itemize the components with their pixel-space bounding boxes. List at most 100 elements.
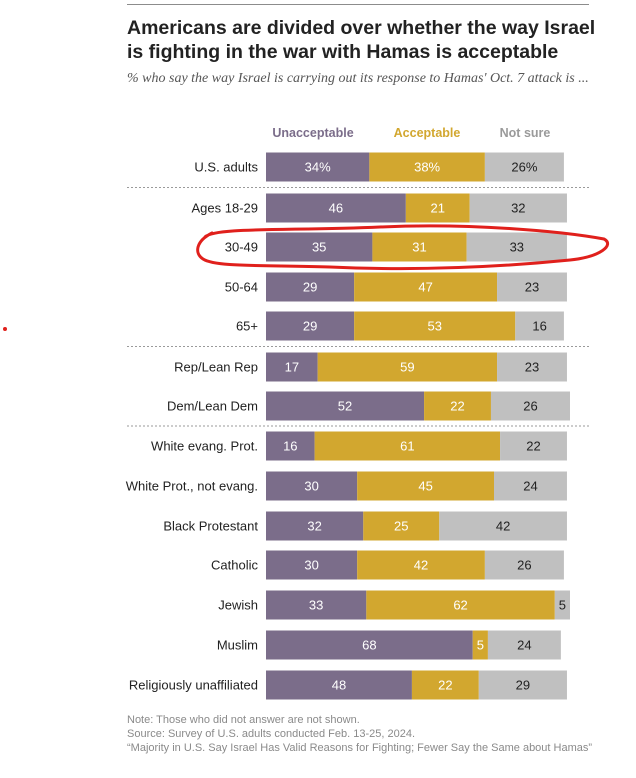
- footer-note: Note: Those who did not answer are not s…: [127, 714, 360, 726]
- bar-acceptable-u-s-adults: [369, 152, 485, 182]
- top-rule: [127, 4, 589, 5]
- legend-not-sure: Not sure: [500, 126, 551, 140]
- category-label-black-protestant: Black Protestant: [163, 519, 258, 534]
- data-label-unacceptable-jewish: 33: [309, 598, 323, 613]
- bar-acceptable-dem-lean-dem: [424, 391, 491, 421]
- bar-acceptable-white-evang-prot: [314, 431, 501, 461]
- bar-acceptable-muslim: [472, 630, 488, 660]
- data-label-unacceptable-religiously-unaffiliated: 48: [332, 678, 346, 693]
- category-label-30-49: 30-49: [225, 240, 258, 255]
- data-label-acceptable-dem-lean-dem: 22: [450, 399, 464, 414]
- data-label-acceptable-65: 53: [427, 319, 441, 334]
- bar-unacceptable-jewish: [266, 590, 367, 620]
- bar-not-sure-muslim: [487, 630, 561, 660]
- bar-unacceptable-white-prot-not-evang: [266, 471, 358, 501]
- bar-acceptable-jewish: [366, 590, 555, 620]
- bar-unacceptable-religiously-unaffiliated: [266, 670, 412, 700]
- category-label-65: 65+: [236, 319, 258, 334]
- bar-acceptable-65: [354, 311, 516, 341]
- bar-not-sure-50-64: [497, 272, 567, 302]
- category-label-u-s-adults: U.S. adults: [194, 160, 258, 175]
- legend-unacceptable: Unacceptable: [272, 126, 353, 140]
- bar-acceptable-white-prot-not-evang: [357, 471, 494, 501]
- bar-acceptable-black-protestant: [363, 511, 440, 541]
- data-label-acceptable-rep-lean-rep: 59: [400, 360, 414, 375]
- data-label-unacceptable-muslim: 68: [362, 638, 376, 653]
- bar-unacceptable-black-protestant: [266, 511, 364, 541]
- chart-title: Americans are divided over whether the w…: [127, 17, 596, 63]
- data-label-not-sure-rep-lean-rep: 23: [525, 360, 539, 375]
- bar-not-sure-30-49: [466, 232, 567, 262]
- bar-not-sure-jewish: [554, 590, 570, 620]
- bar-acceptable-ages-18-29: [405, 193, 470, 223]
- data-label-unacceptable-white-evang-prot: 16: [283, 439, 297, 454]
- data-label-not-sure-dem-lean-dem: 26: [523, 399, 537, 414]
- data-label-unacceptable-catholic: 30: [304, 558, 318, 573]
- data-label-not-sure-white-prot-not-evang: 24: [523, 479, 537, 494]
- bar-not-sure-dem-lean-dem: [490, 391, 570, 421]
- bar-not-sure-rep-lean-rep: [497, 352, 567, 382]
- data-label-acceptable-jewish: 62: [453, 598, 467, 613]
- data-label-not-sure-white-evang-prot: 22: [526, 439, 540, 454]
- data-label-not-sure-religiously-unaffiliated: 29: [516, 678, 530, 693]
- bar-not-sure-black-protestant: [439, 511, 567, 541]
- bar-acceptable-catholic: [357, 550, 485, 580]
- data-label-not-sure-65: 16: [532, 319, 546, 334]
- bar-unacceptable-50-64: [266, 272, 355, 302]
- bar-acceptable-rep-lean-rep: [317, 352, 498, 382]
- category-label-jewish: Jewish: [218, 598, 258, 613]
- category-label-50-64: 50-64: [225, 280, 258, 295]
- data-label-not-sure-black-protestant: 42: [496, 519, 510, 534]
- data-label-not-sure-30-49: 33: [510, 240, 524, 255]
- category-label-catholic: Catholic: [211, 558, 258, 573]
- bar-unacceptable-catholic: [266, 550, 358, 580]
- data-label-unacceptable-u-s-adults: 34%: [305, 160, 331, 175]
- bar-not-sure-ages-18-29: [469, 193, 567, 223]
- category-label-rep-lean-rep: Rep/Lean Rep: [174, 360, 258, 375]
- chart-subtitle: % who say the way Israel is carrying out…: [127, 71, 589, 86]
- footer-source: Source: Survey of U.S. adults conducted …: [127, 728, 416, 740]
- data-label-acceptable-white-prot-not-evang: 45: [418, 479, 432, 494]
- bar-unacceptable-u-s-adults: [266, 152, 370, 182]
- bar-unacceptable-rep-lean-rep: [266, 352, 318, 382]
- bar-unacceptable-ages-18-29: [266, 193, 406, 223]
- data-label-acceptable-50-64: 47: [418, 280, 432, 295]
- bar-not-sure-white-prot-not-evang: [494, 471, 567, 501]
- data-label-unacceptable-white-prot-not-evang: 30: [304, 479, 318, 494]
- data-label-acceptable-muslim: 5: [477, 638, 484, 653]
- data-label-unacceptable-65: 29: [303, 319, 317, 334]
- data-label-acceptable-religiously-unaffiliated: 22: [438, 678, 452, 693]
- bar-acceptable-50-64: [354, 272, 498, 302]
- bar-acceptable-30-49: [372, 232, 467, 262]
- data-label-acceptable-ages-18-29: 21: [431, 201, 445, 216]
- bar-not-sure-u-s-adults: [484, 152, 564, 182]
- category-label-dem-lean-dem: Dem/Lean Dem: [167, 399, 258, 414]
- data-label-unacceptable-rep-lean-rep: 17: [285, 360, 299, 375]
- data-label-not-sure-catholic: 26: [517, 558, 531, 573]
- data-label-acceptable-catholic: 42: [414, 558, 428, 573]
- data-label-not-sure-50-64: 23: [525, 280, 539, 295]
- data-label-acceptable-black-protestant: 25: [394, 519, 408, 534]
- data-label-acceptable-white-evang-prot: 61: [400, 439, 414, 454]
- bar-not-sure-white-evang-prot: [500, 431, 567, 461]
- legend-acceptable: Acceptable: [394, 126, 461, 140]
- data-label-unacceptable-30-49: 35: [312, 240, 326, 255]
- bar-unacceptable-65: [266, 311, 355, 341]
- bar-not-sure-65: [515, 311, 564, 341]
- bar-acceptable-religiously-unaffiliated: [411, 670, 479, 700]
- category-label-ages-18-29: Ages 18-29: [192, 201, 259, 216]
- data-label-acceptable-30-49: 31: [412, 240, 426, 255]
- data-label-unacceptable-ages-18-29: 46: [329, 201, 343, 216]
- bar-unacceptable-30-49: [266, 232, 373, 262]
- red-dot-annotation: [3, 327, 7, 331]
- data-label-unacceptable-50-64: 29: [303, 280, 317, 295]
- bar-unacceptable-dem-lean-dem: [266, 391, 425, 421]
- bar-not-sure-catholic: [484, 550, 564, 580]
- category-label-white-evang-prot: White evang. Prot.: [151, 439, 258, 454]
- bar-unacceptable-white-evang-prot: [266, 431, 315, 461]
- bar-not-sure-religiously-unaffiliated: [478, 670, 567, 700]
- data-label-not-sure-u-s-adults: 26%: [511, 160, 537, 175]
- highlight-circle-annotation: [196, 224, 610, 271]
- category-label-white-prot-not-evang: White Prot., not evang.: [126, 479, 258, 494]
